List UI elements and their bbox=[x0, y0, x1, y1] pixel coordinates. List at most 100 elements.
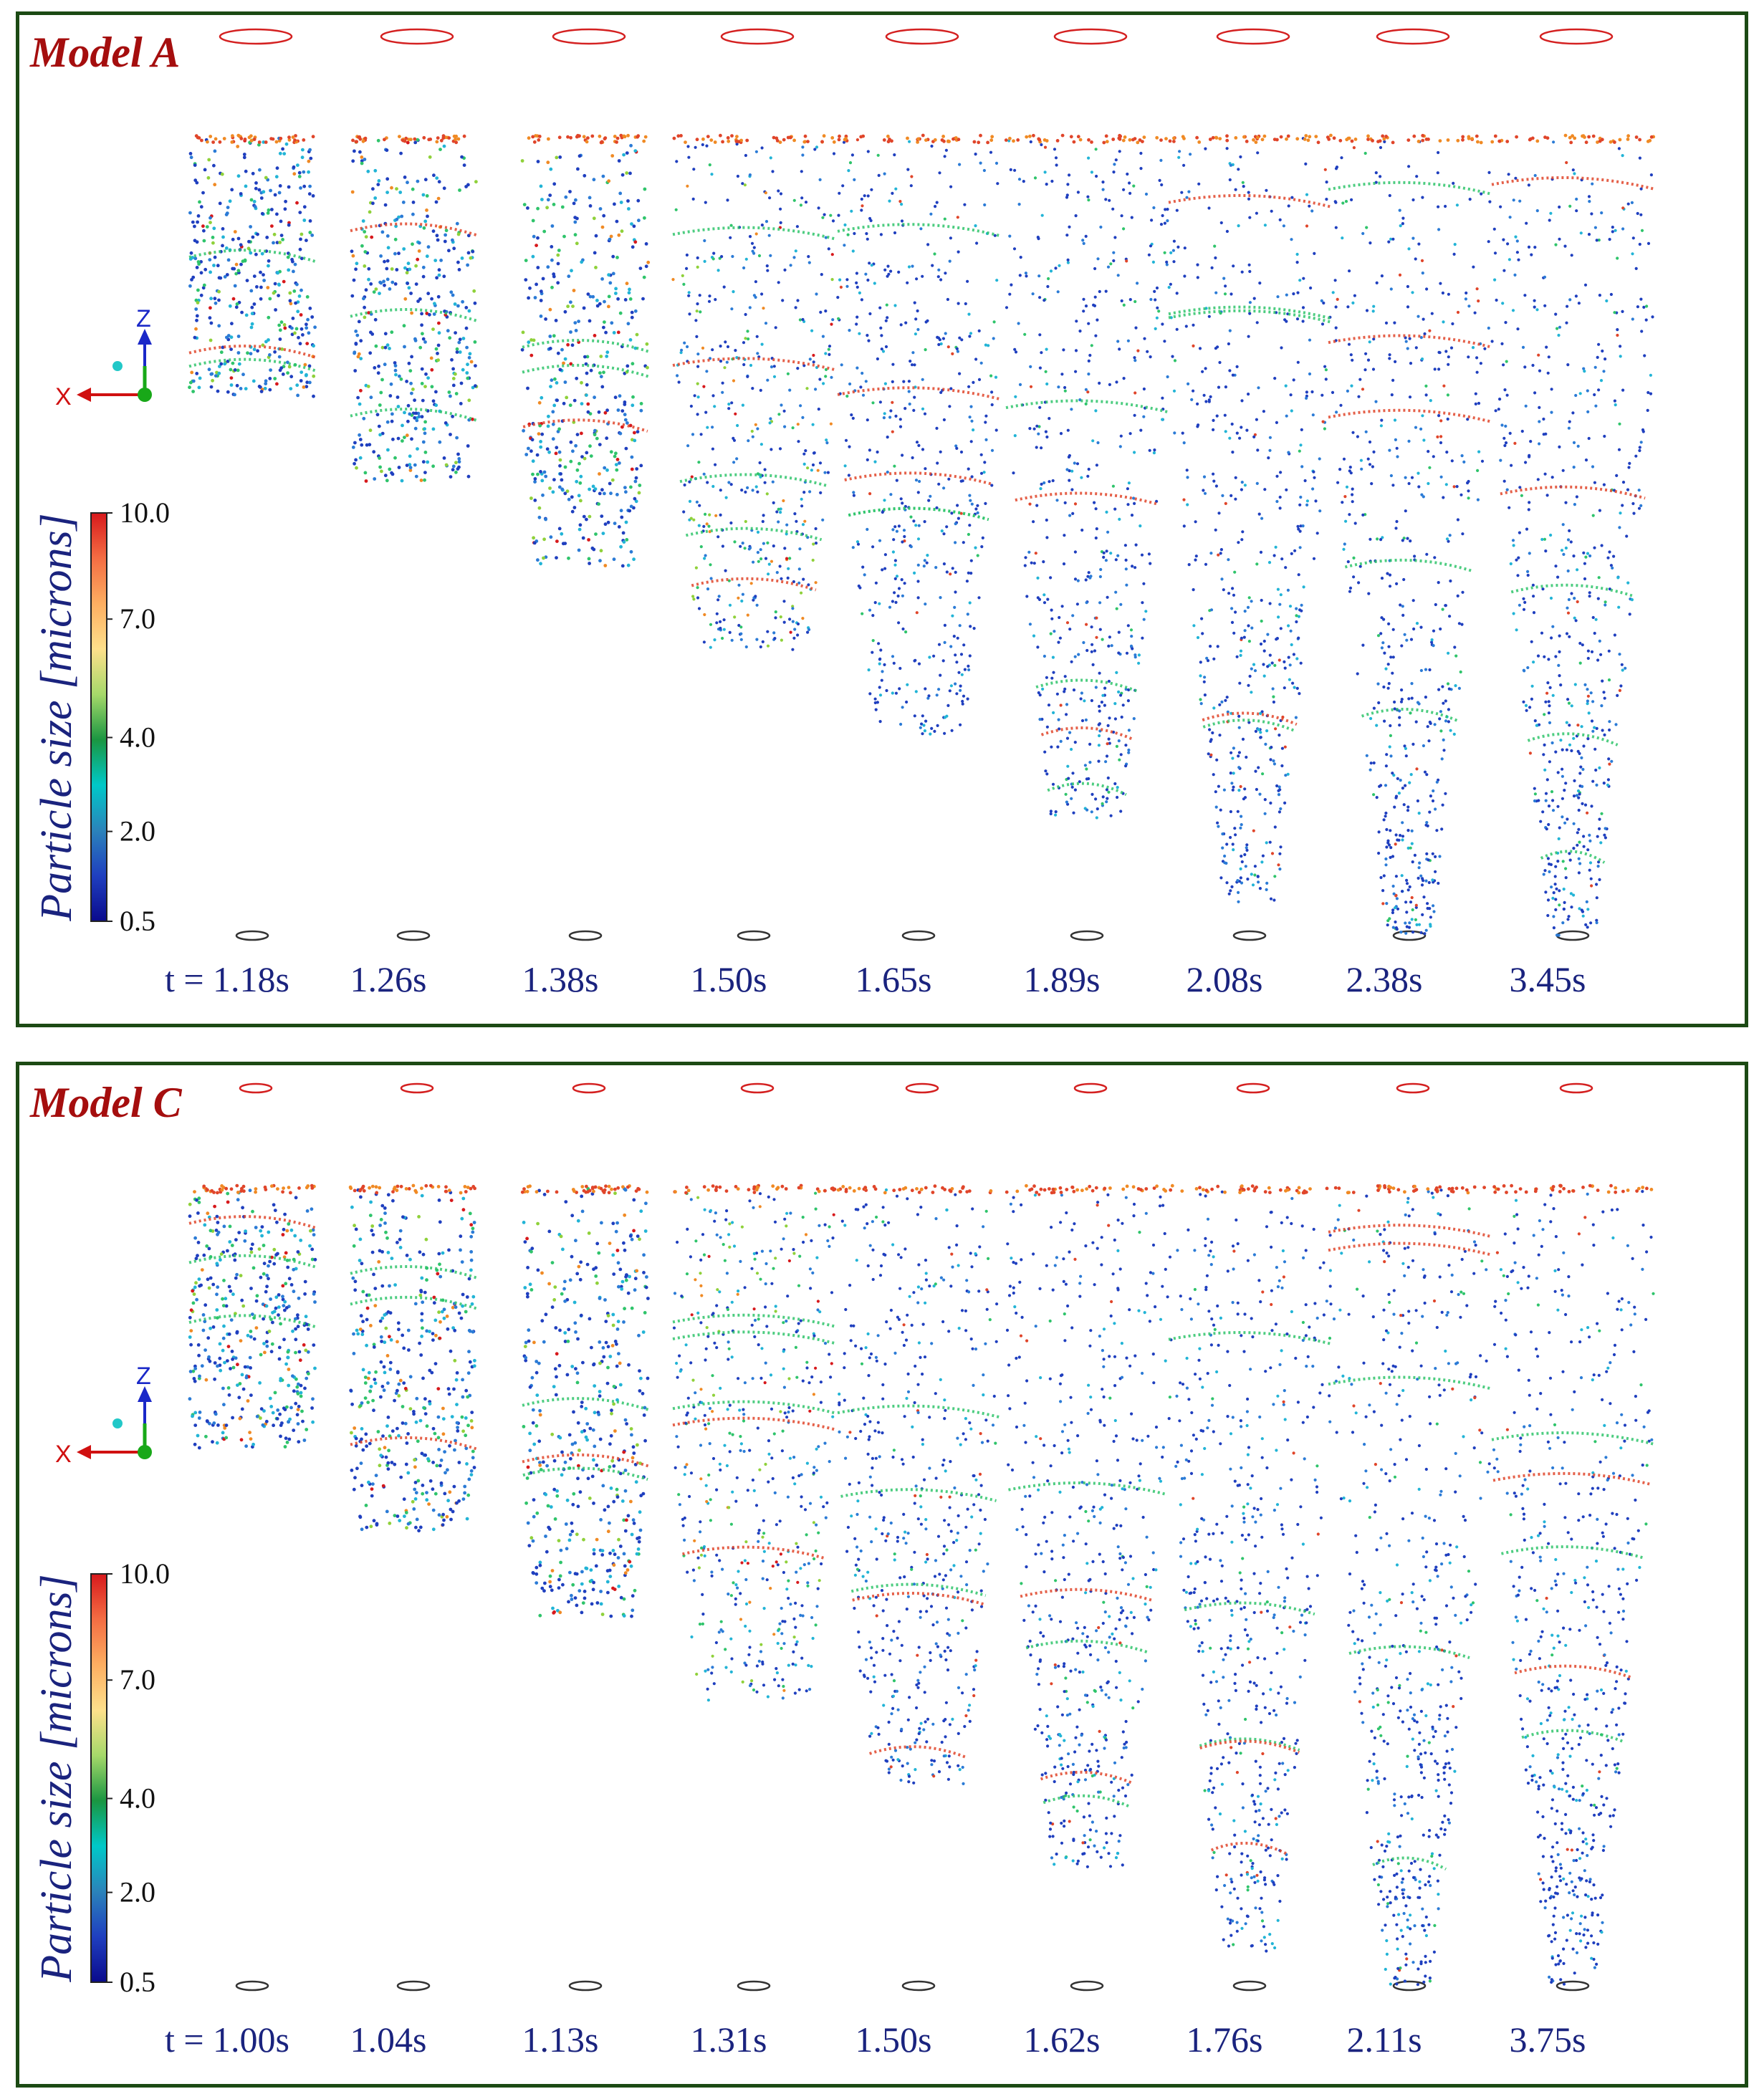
time-label: 1.38s bbox=[522, 959, 599, 999]
inlet-ring bbox=[1053, 28, 1128, 45]
particle-snapshot bbox=[836, 28, 1000, 941]
inlet-ring bbox=[1539, 28, 1614, 45]
inlet-ring bbox=[400, 1082, 434, 1094]
outlet-ring bbox=[1232, 930, 1267, 941]
particle-snapshot bbox=[836, 1082, 1000, 1992]
inlet-ring bbox=[219, 28, 293, 45]
particle-snapshot bbox=[1004, 28, 1169, 941]
outlet-ring bbox=[1556, 930, 1590, 941]
time-label: 2.08s bbox=[1187, 959, 1263, 999]
inlet-ring bbox=[572, 1082, 606, 1094]
time-label: 1.89s bbox=[1024, 959, 1101, 999]
x-axis-label: X bbox=[55, 1441, 72, 1468]
inlet-ring bbox=[239, 1082, 273, 1094]
outlet-ring bbox=[901, 1980, 936, 1992]
outlet-ring bbox=[235, 930, 269, 941]
inlet-ring bbox=[1216, 28, 1290, 45]
time-label: 1.13s bbox=[522, 2019, 599, 2060]
outlet-ring bbox=[737, 930, 771, 941]
time-label: 3.75s bbox=[1510, 2019, 1586, 2060]
time-label: 1.04s bbox=[350, 2019, 427, 2060]
particle-snapshot bbox=[1167, 1082, 1332, 1992]
time-label: 2.11s bbox=[1346, 2019, 1422, 2060]
outlet-ring bbox=[1070, 930, 1104, 941]
panel-title: Model A bbox=[30, 29, 181, 76]
colorbar-tick: 0.5 bbox=[120, 1966, 155, 1998]
time-label: 3.45s bbox=[1510, 959, 1586, 999]
outlet-ring bbox=[396, 1980, 431, 1992]
inlet-ring bbox=[552, 28, 626, 45]
colorbar-tick: 2.0 bbox=[120, 815, 155, 847]
inlet-ring bbox=[1559, 1082, 1593, 1094]
time-label: 1.26s bbox=[350, 959, 427, 999]
panel-model-c: Model C Z X 10.0 7.0 4.0 2.0 0.5 Particle size … bbox=[16, 1062, 1748, 2088]
axis-origin-icon bbox=[138, 1445, 152, 1459]
inlet-ring bbox=[905, 1082, 939, 1094]
time-label: t = 1.00s bbox=[165, 2019, 289, 2060]
time-label: 1.65s bbox=[855, 959, 932, 999]
time-label: 1.76s bbox=[1187, 2019, 1263, 2060]
colorbar-tick: 7.0 bbox=[120, 1663, 155, 1696]
y-axis-dot-icon bbox=[112, 361, 123, 371]
colorbar-tick: 7.0 bbox=[120, 602, 155, 635]
axis-origin-icon bbox=[138, 388, 152, 402]
time-label: 1.50s bbox=[855, 2019, 932, 2060]
inlet-ring bbox=[1376, 28, 1450, 45]
time-label: 1.50s bbox=[691, 959, 767, 999]
particle-snapshot bbox=[1327, 28, 1492, 941]
colorbar-title: Particle size [microns] bbox=[32, 513, 81, 921]
axis-triad: ZX bbox=[55, 1363, 152, 1468]
outlet-ring bbox=[737, 1980, 771, 1992]
outlet-ring bbox=[1556, 1980, 1590, 1992]
outlet-ring bbox=[901, 930, 936, 941]
outlet-ring bbox=[1392, 1980, 1427, 1992]
colorbar-title: Particle size [microns] bbox=[32, 1574, 81, 1982]
inlet-ring bbox=[720, 28, 795, 45]
outlet-ring bbox=[1232, 1980, 1267, 1992]
colorbar: 10.0 7.0 4.0 2.0 0.5 Particle size [microns] bbox=[32, 496, 170, 937]
colorbar-tick: 0.5 bbox=[120, 905, 155, 937]
inlet-ring bbox=[740, 1082, 775, 1094]
time-label: 2.38s bbox=[1346, 959, 1423, 999]
colorbar: 10.0 7.0 4.0 2.0 0.5 Particle size [microns] bbox=[32, 1557, 170, 1998]
x-axis-label: X bbox=[55, 383, 72, 410]
axis-triad: ZX bbox=[55, 305, 152, 410]
particle-snapshot bbox=[520, 1082, 650, 1992]
outlet-ring bbox=[568, 1980, 603, 1992]
inlet-ring bbox=[1073, 1082, 1108, 1094]
particle-snapshot bbox=[188, 1082, 317, 1992]
colorbar-tick: 10.0 bbox=[120, 496, 170, 529]
particle-snapshot bbox=[671, 28, 836, 941]
time-label: 1.62s bbox=[1024, 2019, 1101, 2060]
inlet-ring bbox=[380, 28, 454, 45]
particle-snapshot bbox=[1328, 1082, 1491, 1992]
colorbar-tick: 4.0 bbox=[120, 1782, 155, 1815]
particle-snapshot bbox=[188, 28, 317, 941]
time-label: 1.31s bbox=[691, 2019, 767, 2060]
particle-snapshot bbox=[350, 28, 479, 941]
outlet-ring bbox=[235, 1980, 269, 1992]
particle-snapshot bbox=[1491, 1082, 1655, 1992]
y-axis-dot-icon bbox=[112, 1418, 123, 1428]
panel-model-a: Model A Z X 10.0 7.0 4.0 2.0 0.5 Particle size … bbox=[16, 11, 1748, 1027]
particle-snapshot bbox=[1490, 28, 1656, 941]
colorbar-tick: 2.0 bbox=[120, 1876, 155, 1908]
colorbar-tick: 4.0 bbox=[120, 721, 155, 754]
panel-title: Model C bbox=[30, 1079, 182, 1126]
particle-snapshot bbox=[672, 1082, 837, 1992]
z-axis-label: Z bbox=[136, 305, 151, 332]
particle-snapshot bbox=[1167, 28, 1332, 941]
time-label: t = 1.18s bbox=[165, 959, 289, 999]
inlet-ring bbox=[1236, 1082, 1270, 1094]
z-axis-label: Z bbox=[136, 1363, 151, 1390]
outlet-ring bbox=[1392, 930, 1427, 941]
inlet-ring bbox=[885, 28, 959, 45]
particle-snapshot bbox=[1005, 1082, 1169, 1992]
inlet-ring bbox=[1396, 1082, 1430, 1094]
outlet-ring bbox=[396, 930, 431, 941]
outlet-ring bbox=[568, 930, 603, 941]
particle-snapshot bbox=[520, 28, 651, 941]
colorbar-tick: 10.0 bbox=[120, 1557, 170, 1590]
